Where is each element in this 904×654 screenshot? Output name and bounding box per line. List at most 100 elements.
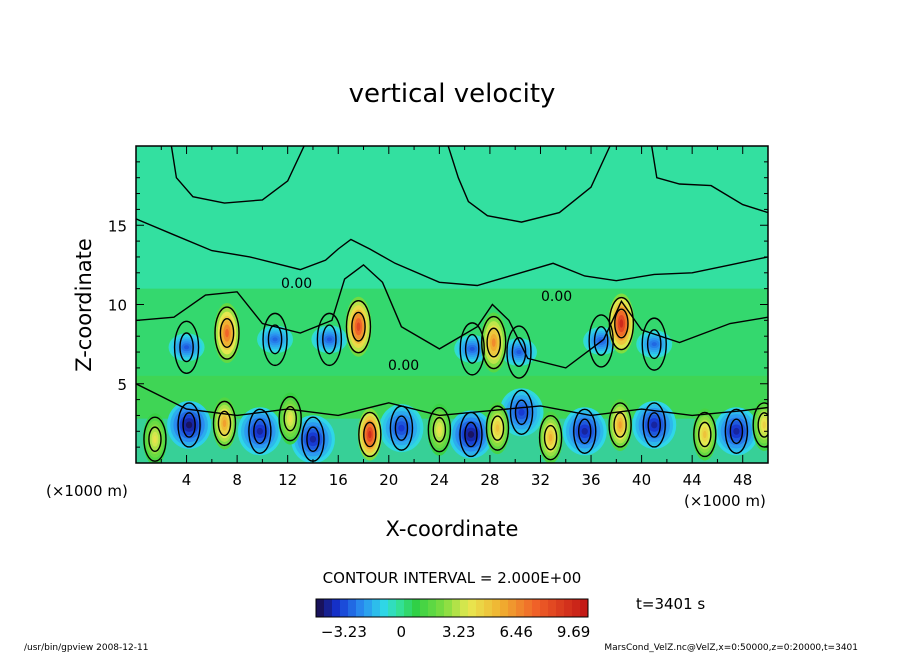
axis-ticks [135, 145, 769, 464]
velocity-cell [632, 400, 677, 449]
contour-line [464, 421, 478, 448]
colorbar-band [516, 599, 525, 617]
colorbar-band [484, 599, 493, 617]
contour-label: 0.00 [541, 289, 572, 305]
x-tick-label: 44 [683, 471, 702, 489]
contour-line [345, 299, 372, 354]
y-unit-label: (×1000 m) [46, 482, 128, 500]
contour-line [642, 402, 666, 448]
colorbar-band [348, 599, 357, 617]
chart-title: vertical velocity [349, 79, 556, 109]
colorbar-tick-label: 3.23 [442, 623, 475, 641]
contour-line [486, 327, 502, 358]
colorbar-band [468, 599, 477, 617]
contour-line [217, 410, 232, 437]
colorbar-band [396, 599, 405, 617]
contour-line [514, 399, 529, 426]
colorbar-band [412, 599, 421, 617]
x-tick-label: 36 [581, 471, 600, 489]
contour-label: 0.00 [281, 276, 312, 292]
velocity-cell [427, 403, 452, 456]
colorbar-band [444, 599, 453, 617]
contour-line [148, 426, 162, 453]
contour-line [219, 318, 235, 349]
colorbar-band [436, 599, 445, 617]
contour-line [447, 146, 611, 223]
contour-line [509, 389, 534, 435]
contour-interval-text: CONTOUR INTERVAL = 2.000E+00 [323, 569, 582, 587]
velocity-cell [345, 296, 372, 357]
contour-line [136, 218, 768, 287]
y-tick-label: 10 [108, 297, 127, 315]
contour-line [143, 416, 167, 462]
colorbar-band [356, 599, 365, 617]
colorbar-band [420, 599, 429, 617]
velocity-cell [278, 392, 303, 445]
contour-line [577, 418, 592, 445]
contour-line [593, 325, 609, 356]
contour-line [351, 311, 366, 342]
contour-line [136, 383, 768, 417]
contour-line [363, 421, 377, 448]
contour-line [464, 333, 480, 364]
contour-line [177, 402, 201, 448]
colorbar-tick-label: 0 [397, 623, 407, 641]
x-unit-label: (×1000 m) [684, 492, 766, 510]
velocity-cell [311, 325, 348, 354]
contour-line [588, 314, 614, 368]
colorbar-band [388, 599, 397, 617]
colorbar-frame [315, 598, 589, 618]
contour-line [179, 332, 194, 363]
contour-line [358, 411, 382, 458]
contour-line [170, 146, 305, 204]
colorbar-band [564, 599, 573, 617]
contour-line [647, 412, 661, 438]
x-tick-label: 32 [531, 471, 550, 489]
x-tick-labels: 4 8 12 16 20 24 28 32 36 40 44 48 [182, 471, 752, 489]
colorbar-band [540, 599, 549, 617]
contour-line [693, 411, 717, 458]
contour-labels: 0.00 0.00 0.00 [281, 276, 572, 374]
y-tick-label: 5 [117, 376, 127, 394]
contour-line [459, 322, 485, 376]
velocity-field [136, 288, 768, 463]
colorbar-band [404, 599, 413, 617]
contour-line [322, 324, 337, 355]
contour-line [278, 395, 302, 442]
contour-line [173, 320, 200, 374]
velocity-cell [167, 400, 212, 449]
colorbar-band [580, 599, 589, 617]
colorbar-band [372, 599, 381, 617]
plot-area [135, 145, 769, 464]
x-tick-label: 28 [480, 471, 499, 489]
colorbar: −3.23 0 3.23 6.46 9.69 [315, 598, 590, 641]
contour-line [283, 405, 297, 432]
colorbar-tick-label: −3.23 [321, 623, 367, 641]
contour-line [511, 337, 527, 368]
contour-line [506, 325, 532, 379]
contour-line [543, 424, 558, 451]
x-tick-label: 16 [329, 471, 348, 489]
velocity-cell [538, 411, 563, 463]
contour-line [729, 418, 744, 445]
velocity-cell [357, 408, 382, 461]
x-axis-label: X-coordinate [386, 517, 519, 541]
contour-line [608, 402, 632, 448]
x-tick-label: 48 [733, 471, 752, 489]
contour-line [651, 146, 768, 214]
contour-line [136, 263, 768, 369]
contour-line [253, 418, 267, 445]
y-axis-label: Z-coordinate [72, 238, 96, 372]
contour-line [248, 408, 272, 454]
colorbar-band [332, 599, 341, 617]
contour-line [394, 415, 409, 441]
contour-label: 0.00 [388, 358, 419, 374]
footer-program-date: /usr/bin/gpview 2008-12-11 [24, 643, 148, 653]
colorbar-band [428, 599, 437, 617]
colorbar-band [452, 599, 461, 617]
velocity-cell [212, 397, 237, 450]
velocity-cell [379, 404, 424, 453]
y-tick-label: 15 [108, 217, 127, 235]
contour-line [573, 408, 597, 454]
